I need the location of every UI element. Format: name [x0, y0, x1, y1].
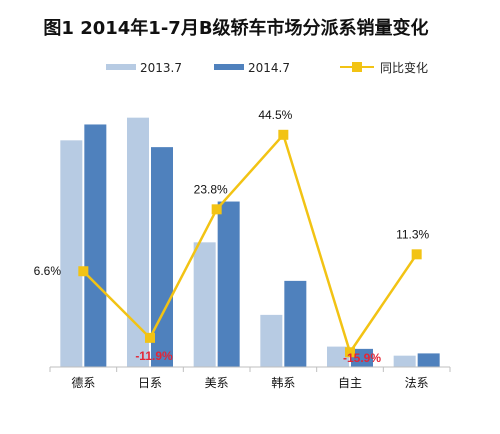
legend-label-yoy: 同比变化	[380, 60, 428, 75]
category-label: 日系	[138, 376, 162, 390]
category-label: 自主	[338, 376, 362, 390]
bar-2013-1	[127, 117, 149, 368]
category-label: 德系	[71, 375, 95, 390]
legend-label-2013: 2013.7	[140, 61, 182, 75]
data-labels-layer: 6.6% -11.9% 23.8% 44.5% -15.9% 11.3%	[34, 108, 430, 365]
yoy-point-1	[145, 332, 155, 343]
yoy-data-label: 11.3%	[396, 227, 429, 241]
yoy-point-4	[345, 347, 355, 358]
bar-2013-4	[327, 346, 349, 367]
yoy-line	[82, 132, 418, 356]
yoy-data-label: 6.6%	[34, 264, 62, 278]
chart-title: 图1 2014年1-7月B级轿车市场分派系销量变化	[43, 17, 428, 39]
legend-label-2014: 2014.7	[248, 61, 290, 75]
category-label: 美系	[205, 376, 229, 390]
yoy-point-3	[278, 129, 289, 140]
category-labels: 德系 日系 美系 韩系 自主 法系	[71, 375, 428, 390]
x-ticks	[49, 367, 451, 372]
yoy-data-label: -15.9%	[343, 351, 381, 365]
bar-2014-1	[151, 147, 173, 367]
bar-2014-0	[84, 124, 107, 367]
bar-2014-3	[284, 280, 307, 367]
bar-2014-2	[217, 201, 240, 367]
category-label: 法系	[405, 376, 429, 390]
bar-2013-5	[393, 355, 416, 367]
yoy-point-5	[411, 249, 422, 260]
bars-layer	[60, 117, 440, 368]
bar-2013-2	[193, 242, 216, 367]
bar-2014-5	[417, 353, 440, 367]
legend: 2013.7 2014.7 同比变化	[106, 60, 428, 75]
legend-marker-yoy	[352, 62, 362, 72]
yoy-data-label: -11.9%	[135, 349, 173, 363]
bar-2013-0	[60, 140, 83, 367]
bar-2014-4	[351, 348, 373, 367]
yoy-line-layer	[78, 129, 422, 358]
yoy-point-2	[211, 204, 222, 215]
yoy-data-label: 44.5%	[258, 108, 292, 122]
legend-swatch-2014	[214, 64, 244, 70]
legend-swatch-2013	[106, 64, 136, 70]
yoy-point-0	[78, 266, 89, 277]
bar-2013-3	[260, 314, 283, 367]
yoy-data-label: 23.8%	[194, 182, 228, 196]
category-label: 韩系	[271, 375, 295, 390]
